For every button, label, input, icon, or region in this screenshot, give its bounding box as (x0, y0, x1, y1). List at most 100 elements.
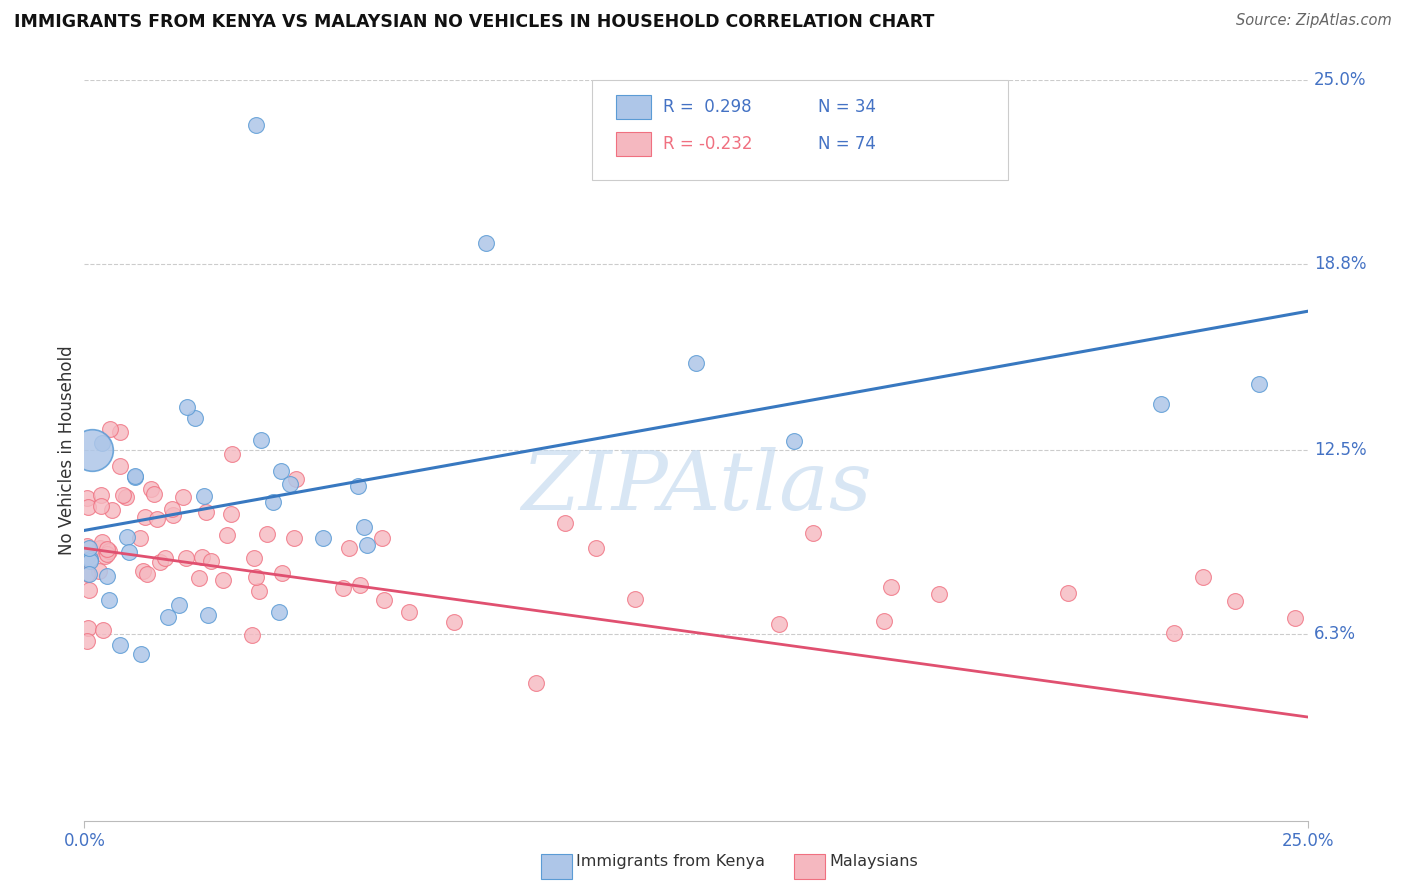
Point (98, 544, 121, 558)
Point (1247, 376, 1270, 391)
Point (270, 464, 292, 478)
Text: 12.5%: 12.5% (1313, 442, 1367, 459)
Point (873, 614, 896, 628)
Point (1192, 570, 1215, 584)
Y-axis label: No Vehicles in Household: No Vehicles in Household (58, 345, 76, 556)
Point (124, 470, 146, 484)
Point (108, 638, 131, 652)
Point (312, 532, 335, 546)
Point (685, 356, 707, 370)
Point (278, 477, 301, 491)
Point (373, 592, 395, 607)
Point (76, 491, 98, 506)
Point (89, 541, 111, 556)
Point (184, 410, 207, 425)
Point (115, 490, 138, 504)
Point (90, 535, 112, 549)
Point (267, 605, 290, 619)
Text: 6.3%: 6.3% (1313, 625, 1355, 643)
FancyBboxPatch shape (616, 132, 651, 156)
Point (79, 552, 101, 566)
Point (262, 495, 284, 509)
Text: N = 74: N = 74 (818, 135, 876, 153)
Point (76, 549, 98, 564)
Point (211, 573, 233, 587)
Point (371, 531, 394, 545)
Point (768, 616, 790, 631)
Point (160, 502, 183, 516)
Point (283, 531, 305, 545)
Point (129, 648, 152, 662)
Point (349, 578, 371, 592)
Point (353, 520, 375, 534)
Point (77, 583, 100, 598)
Point (197, 608, 219, 623)
FancyBboxPatch shape (616, 95, 651, 119)
Point (93, 623, 115, 637)
Point (90, 488, 112, 502)
Point (200, 554, 222, 568)
Point (256, 527, 278, 541)
Point (187, 570, 209, 584)
Point (156, 610, 179, 624)
Point (136, 567, 159, 582)
Point (356, 538, 378, 552)
Point (245, 570, 267, 584)
Point (880, 580, 903, 594)
Point (215, 528, 238, 542)
Point (801, 525, 824, 540)
Point (284, 472, 307, 486)
Point (347, 479, 370, 493)
Point (221, 447, 243, 461)
Text: R = -0.232: R = -0.232 (664, 135, 752, 153)
Point (191, 550, 214, 565)
Point (100, 502, 122, 516)
Text: Malaysians: Malaysians (830, 855, 918, 869)
Text: 25.0%: 25.0% (1313, 71, 1367, 89)
Point (1225, 594, 1247, 608)
FancyBboxPatch shape (592, 80, 1008, 180)
Point (96, 569, 118, 583)
Point (176, 550, 198, 565)
Point (247, 583, 270, 598)
Point (176, 400, 198, 414)
Point (1284, 611, 1306, 625)
Point (98, 593, 121, 607)
Point (111, 488, 134, 502)
Point (76, 633, 98, 648)
Point (474, 236, 496, 251)
Point (76, 566, 98, 581)
Point (153, 551, 176, 566)
Point (115, 530, 138, 544)
Point (271, 566, 294, 580)
Point (524, 675, 547, 690)
Point (80, 443, 103, 458)
Text: R =  0.298: R = 0.298 (664, 98, 752, 116)
Text: ZIPAtlas: ZIPAtlas (520, 448, 872, 527)
Point (96, 547, 118, 561)
Point (100, 422, 122, 436)
Text: IMMIGRANTS FROM KENYA VS MALAYSIAN NO VEHICLES IN HOUSEHOLD CORRELATION CHART: IMMIGRANTS FROM KENYA VS MALAYSIAN NO VE… (14, 13, 935, 31)
Text: Immigrants from Kenya: Immigrants from Kenya (576, 855, 765, 869)
Point (783, 434, 806, 448)
Point (245, 118, 267, 132)
Point (194, 505, 217, 519)
Point (110, 459, 132, 474)
Point (219, 508, 242, 522)
Point (91, 436, 114, 450)
Point (585, 541, 607, 555)
Point (94, 549, 117, 564)
Point (240, 628, 263, 642)
Point (167, 598, 190, 612)
Point (243, 551, 266, 566)
Point (193, 489, 215, 503)
Point (134, 510, 156, 524)
Point (143, 487, 166, 501)
Point (132, 564, 155, 578)
Point (76, 540, 98, 554)
Point (117, 544, 139, 558)
Point (141, 482, 163, 496)
Point (332, 582, 354, 596)
Point (162, 508, 184, 522)
Point (928, 586, 950, 600)
